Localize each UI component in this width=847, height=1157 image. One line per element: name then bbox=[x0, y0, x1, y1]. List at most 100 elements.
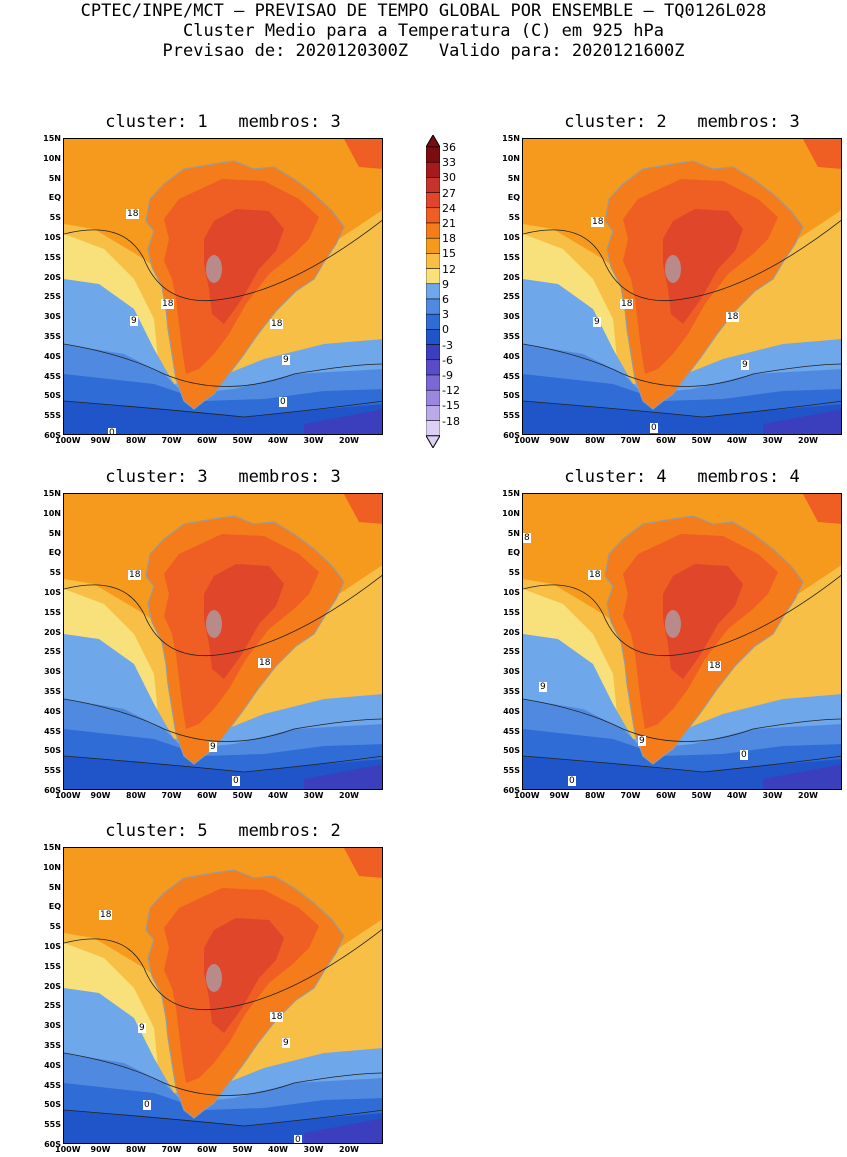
lat-tick-label: 20S bbox=[503, 272, 520, 282]
colorbar-tick-label: 18 bbox=[442, 232, 456, 246]
colorbar-tick-label: 33 bbox=[442, 156, 456, 170]
lat-tick-label: 5S bbox=[49, 568, 61, 578]
lat-tick-label: 15N bbox=[43, 489, 61, 498]
colorbar-swatch bbox=[426, 161, 440, 178]
contour-label: 18 bbox=[591, 217, 605, 227]
colorbar-tick-label: 30 bbox=[442, 171, 456, 185]
colorbar-tick-label: 0 bbox=[442, 323, 449, 337]
temperature-field bbox=[64, 139, 382, 434]
panel-title: cluster: 4 membros: 4 bbox=[564, 467, 800, 487]
colorbar-tick-label: 3 bbox=[442, 308, 449, 322]
lon-tick-label: 50W bbox=[232, 436, 253, 445]
contour-label: 9 bbox=[209, 742, 217, 752]
lat-tick-label: 10N bbox=[43, 153, 61, 163]
lat-tick-label: 20S bbox=[44, 272, 61, 282]
lat-tick-label: 35S bbox=[503, 687, 520, 696]
contour-label: 18 bbox=[588, 570, 602, 580]
lat-tick-label: 25S bbox=[503, 647, 520, 657]
lat-tick-label: 60S bbox=[44, 1140, 61, 1149]
lon-tick-label: 30W bbox=[303, 791, 324, 800]
lat-tick-label: 15S bbox=[44, 252, 61, 262]
lat-tick-label: 10S bbox=[503, 588, 520, 597]
colorbar-swatch bbox=[426, 389, 440, 406]
lon-tick-label: 20W bbox=[339, 436, 359, 445]
temperature-map: 18 18 9 18 9 0 bbox=[522, 138, 842, 435]
lon-tick-label: 60W bbox=[197, 1145, 217, 1154]
lon-tick-label: 80W bbox=[585, 791, 605, 800]
colorbar-tick-label: 36 bbox=[442, 141, 456, 154]
colorbar-swatch bbox=[426, 420, 440, 437]
lat-tick-label: 15N bbox=[502, 489, 520, 498]
lon-tick-label: 40W bbox=[268, 791, 288, 800]
lat-tick-label: 45S bbox=[44, 371, 61, 381]
lon-tick-label: 80W bbox=[585, 436, 605, 445]
temperature-field bbox=[64, 494, 382, 789]
lat-tick-label: 35S bbox=[44, 687, 61, 696]
lon-tick-label: 100W bbox=[55, 436, 81, 445]
lon-tick-label: 20W bbox=[339, 791, 359, 800]
contour-label: 18 bbox=[99, 910, 113, 920]
contour-label: 9 bbox=[138, 1023, 146, 1033]
lat-tick-label: 25S bbox=[44, 647, 61, 657]
lat-tick-label: 35S bbox=[44, 1041, 61, 1050]
lon-tick-label: 50W bbox=[232, 1145, 253, 1154]
lat-tick-label: 20S bbox=[44, 981, 61, 991]
temperature-map: 18 18 9 0 bbox=[63, 493, 383, 790]
panel-title: cluster: 1 membros: 3 bbox=[105, 112, 341, 132]
lat-tick-label: EQ bbox=[507, 548, 520, 558]
colorbar-tick-label: 15 bbox=[442, 247, 456, 261]
lat-tick-label: 30S bbox=[44, 312, 61, 322]
lon-tick-label: 70W bbox=[161, 1145, 182, 1154]
colorbar-tick-label: -3 bbox=[442, 338, 453, 352]
lat-tick-label: 40S bbox=[44, 706, 61, 716]
lon-tick-label: 50W bbox=[691, 791, 712, 800]
lon-tick-label: 30W bbox=[762, 791, 783, 800]
lat-tick-label: 55S bbox=[44, 1120, 61, 1130]
colorbar-swatch bbox=[426, 192, 440, 209]
lat-tick-label: 5N bbox=[507, 173, 520, 183]
lat-tick-label: 40S bbox=[503, 351, 520, 361]
lon-tick-label: 90W bbox=[549, 791, 570, 800]
contour-label: 9 bbox=[539, 682, 547, 692]
colorbar-tick-label: 24 bbox=[442, 201, 456, 215]
lat-tick-label: EQ bbox=[507, 193, 520, 203]
lat-tick-label: 5N bbox=[48, 173, 61, 183]
colorbar-swatch bbox=[426, 359, 440, 376]
contour-label: 18 bbox=[620, 299, 634, 309]
lat-tick-label: 45S bbox=[503, 726, 520, 736]
temperature-map: 8 18 18 9 9 0 0 bbox=[522, 493, 842, 790]
lat-tick-label: 45S bbox=[503, 371, 520, 381]
lat-tick-label: 20S bbox=[503, 627, 520, 637]
colorbar-swatch bbox=[426, 283, 440, 300]
contour-label: 9 bbox=[282, 1038, 290, 1048]
lat-tick-label: 5S bbox=[49, 213, 61, 223]
colorbar-top-arrow bbox=[426, 135, 440, 148]
colorbar-swatch bbox=[426, 268, 440, 285]
lat-tick-label: 50S bbox=[503, 746, 520, 756]
lat-tick-label: 35S bbox=[44, 332, 61, 341]
lon-tick-label: 80W bbox=[126, 791, 146, 800]
colorbar-swatch bbox=[426, 313, 440, 330]
lat-tick-label: 25S bbox=[44, 292, 61, 302]
lat-tick-label: 30S bbox=[44, 667, 61, 677]
lon-tick-label: 60W bbox=[197, 436, 217, 445]
contour-label: 9 bbox=[741, 360, 749, 370]
temperature-field bbox=[523, 494, 841, 789]
colorbar-swatch bbox=[426, 177, 440, 193]
colorbar-tick-label: 21 bbox=[442, 217, 456, 230]
lat-tick-label: 60S bbox=[503, 786, 520, 795]
contour-label: 0 bbox=[740, 750, 748, 760]
lat-tick-label: 60S bbox=[44, 786, 61, 795]
lon-tick-label: 40W bbox=[727, 791, 747, 800]
temperature-map: 18 18 9 9 0 0 bbox=[63, 847, 383, 1144]
lat-tick-label: 25S bbox=[44, 1001, 61, 1011]
lat-tick-label: 15S bbox=[503, 252, 520, 262]
contour-label: 0 bbox=[294, 1135, 302, 1144]
lat-tick-label: 60S bbox=[44, 431, 61, 440]
contour-label: 18 bbox=[161, 299, 175, 309]
lat-tick-label: 10N bbox=[502, 153, 520, 163]
lon-tick-label: 80W bbox=[126, 1145, 146, 1154]
colorbar-swatches bbox=[426, 135, 440, 448]
lon-tick-label: 50W bbox=[232, 791, 253, 800]
panel-title: cluster: 5 membros: 2 bbox=[105, 821, 341, 841]
